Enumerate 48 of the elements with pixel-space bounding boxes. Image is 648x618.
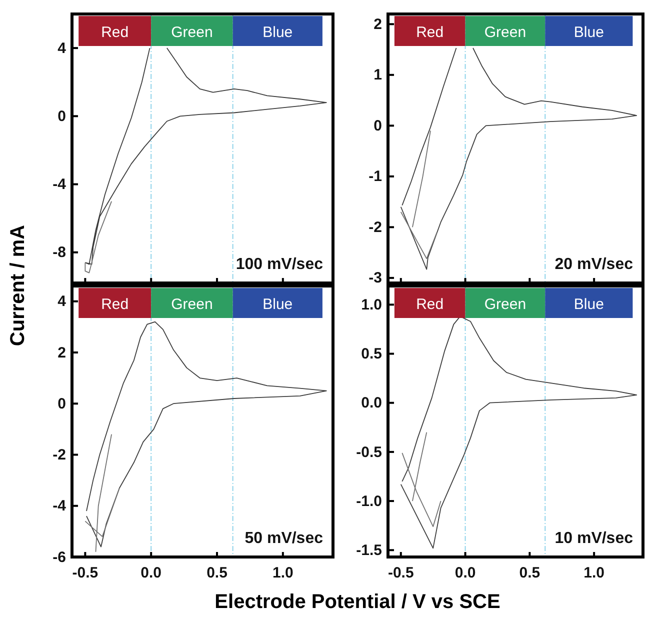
y-tick-label: 0 (58, 108, 66, 125)
band-label: Red (416, 24, 444, 41)
y-tick-label: -1.0 (356, 492, 382, 510)
band-label: Red (416, 296, 444, 313)
y-tick-label: -4 (52, 498, 67, 515)
y-tick-label: -4 (52, 176, 67, 194)
y-tick-label: 4 (58, 40, 67, 57)
band-label: Blue (574, 24, 604, 41)
x-axis-title: Electrode Potential / V vs SCE (214, 591, 500, 613)
band-label: Blue (262, 296, 293, 313)
y-tick-label: 2 (58, 344, 66, 362)
band-label: Red (101, 24, 129, 41)
y-tick-label: -0.5 (356, 444, 382, 461)
band-label: Blue (574, 296, 604, 313)
y-tick-label: -2 (368, 218, 382, 236)
band-label: Blue (262, 24, 293, 41)
y-tick-label: -6 (52, 548, 66, 566)
y-axis-title: Current / mA (7, 224, 29, 346)
y-tick-label: -8 (52, 244, 66, 262)
x-tick-label: -0.5 (72, 564, 98, 582)
annotation: 10 mV/sec (554, 530, 634, 547)
y-tick-label: 0.0 (361, 394, 382, 412)
y-tick-label: -2 (52, 446, 66, 464)
y-tick-label: 1.0 (361, 296, 382, 314)
y-tick-label: 0 (374, 117, 382, 134)
band-label: Green (171, 24, 213, 41)
y-tick-label: -1.5 (356, 542, 382, 559)
x-tick-label: 1.0 (272, 564, 294, 582)
y-tick-label: 2 (374, 16, 382, 33)
x-tick-label: 1.0 (584, 564, 604, 582)
x-tick-label: -0.5 (388, 564, 414, 582)
band-label: Green (484, 24, 526, 41)
y-tick-label: 1 (374, 66, 382, 84)
y-tick-label: -3 (368, 270, 382, 287)
band-label: Green (171, 296, 213, 313)
band-label: Red (101, 296, 129, 313)
x-tick-label: 0.0 (454, 564, 476, 582)
x-tick-label: 0.0 (140, 564, 162, 582)
annotation: 100 mV/sec (236, 256, 324, 273)
x-tick-label: 0.5 (519, 564, 540, 582)
y-tick-label: 0.5 (361, 346, 382, 363)
annotation: 50 mV/sec (244, 530, 324, 547)
y-tick-label: 0 (58, 395, 66, 412)
x-tick-label: 0.5 (206, 564, 228, 582)
y-tick-label: -1 (368, 168, 382, 186)
annotation: 20 mV/sec (554, 256, 634, 273)
band-label: Green (484, 296, 526, 313)
y-tick-label: 4 (58, 293, 67, 310)
